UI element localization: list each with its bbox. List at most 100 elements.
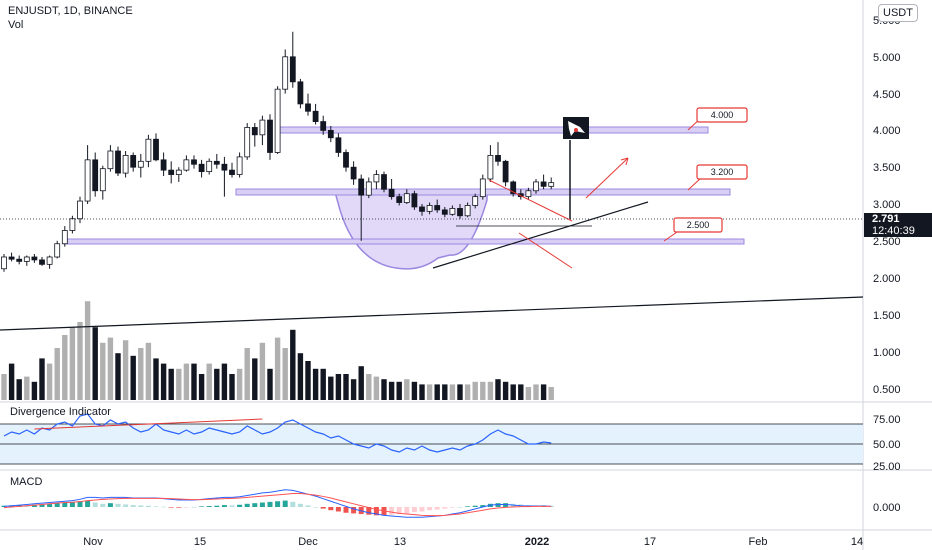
- macd-histogram-bar: [138, 505, 144, 507]
- macd-histogram-bar: [275, 501, 281, 507]
- volume-bar: [464, 384, 471, 400]
- macd-histogram-bar: [449, 507, 455, 508]
- price-axis[interactable]: 5.000 5.000 4.500 4.000 3.500 3.000 2.50…: [873, 15, 901, 396]
- price-tick: 4.500: [873, 89, 901, 101]
- macd-histogram-bar: [267, 501, 273, 507]
- volume-bar: [518, 384, 524, 400]
- price-tick: 2.000: [873, 273, 901, 285]
- volume-bar: [404, 379, 410, 400]
- ascending-trendline[interactable]: [432, 201, 649, 269]
- volume-bar: [77, 322, 83, 400]
- volume-bar: [388, 381, 395, 400]
- volume-bar: [168, 368, 174, 400]
- candle-body: [251, 127, 258, 136]
- oscillator-title[interactable]: Divergence Indicator: [10, 406, 111, 418]
- macd-histogram-bar: [290, 501, 296, 507]
- volume-bar: [115, 353, 121, 400]
- macd-histogram-bar: [100, 503, 106, 507]
- level-zone-2500[interactable]: [63, 238, 745, 245]
- volume-bar: [343, 374, 349, 400]
- currency-selector[interactable]: USDT: [878, 4, 918, 22]
- candle-body: [221, 163, 228, 171]
- wedge-upper-line[interactable]: [488, 179, 573, 222]
- candle-body: [510, 181, 517, 195]
- candle-body: [229, 169, 235, 175]
- oscillator-axis[interactable]: 75.00 50.00 25.00: [873, 414, 901, 473]
- cup-pattern-drawing[interactable]: [334, 191, 488, 270]
- macd-histogram-bar: [115, 503, 121, 507]
- candle-body: [289, 56, 296, 83]
- trend-drawings[interactable]: [0, 117, 864, 331]
- price-tick: 4.000: [873, 125, 901, 137]
- level-zone-4000[interactable]: [279, 126, 709, 134]
- candle-body: [548, 182, 555, 187]
- volume-bar: [160, 363, 167, 400]
- candle-body: [168, 169, 175, 175]
- callout-4000[interactable]: 4.000: [687, 107, 748, 131]
- candle-body: [206, 160, 213, 173]
- time-axis[interactable]: Nov 15 Dec 13 2022 17 Feb 14: [83, 536, 863, 548]
- volume-bar: [540, 384, 547, 400]
- volume-bar: [69, 327, 76, 400]
- volume-bar: [434, 384, 440, 400]
- candle-body: [525, 190, 532, 198]
- macd-histogram-bar: [252, 503, 258, 507]
- candle-body: [1, 256, 7, 270]
- candle-body: [160, 159, 167, 171]
- macd-title[interactable]: MACD: [10, 476, 43, 488]
- candle-body: [213, 160, 220, 165]
- macd-histogram-bar: [168, 507, 174, 508]
- candle-body: [267, 119, 273, 153]
- macd-histogram-bar: [305, 505, 311, 507]
- breakout-arrow[interactable]: [585, 157, 629, 199]
- candlestick-series: [1, 31, 555, 272]
- candle-body: [259, 119, 266, 136]
- macd-histogram-bar: [161, 506, 167, 508]
- volume-bar: [31, 381, 38, 400]
- macd-histogram-bar: [396, 507, 402, 515]
- macd-histogram-bar: [434, 507, 440, 510]
- price-tick: 1.000: [873, 347, 901, 359]
- macd-histogram-bar: [214, 505, 220, 507]
- volume-bar: [145, 342, 152, 400]
- candle-body: [426, 205, 433, 212]
- volume-bar: [350, 379, 357, 400]
- volume-legend[interactable]: Vol: [8, 19, 24, 31]
- candle-body: [92, 159, 99, 192]
- macd-histogram-bar: [366, 507, 372, 515]
- wedge-lower-line[interactable]: [518, 232, 573, 269]
- macd-histogram-bar: [85, 500, 91, 507]
- candle-body: [487, 155, 494, 180]
- price-tick: 2.500: [873, 236, 901, 248]
- volume-bar: [548, 387, 554, 400]
- candle-body: [373, 174, 380, 183]
- volume-bar: [290, 329, 296, 400]
- callout-4000-label: 4.000: [711, 110, 734, 120]
- macd-histogram-bar: [351, 507, 357, 514]
- volume-bar: [510, 384, 516, 400]
- symbol-title[interactable]: ENJUSDT, 1D, BINANCE: [8, 5, 133, 17]
- volume-bar: [320, 368, 326, 400]
- price-tick: 3.500: [873, 162, 901, 174]
- volume-bar: [259, 342, 266, 400]
- callout-3200[interactable]: 3.200: [687, 164, 748, 191]
- volume-bar: [54, 348, 60, 400]
- macd-histogram-bar: [77, 501, 83, 507]
- time-tick: 14: [851, 536, 863, 548]
- candle-body: [99, 168, 106, 192]
- volume-bar: [183, 363, 190, 400]
- volume-bar: [487, 381, 494, 400]
- candle-body: [464, 205, 471, 217]
- macd-histogram-bar: [427, 507, 433, 511]
- time-tick: 2022: [525, 536, 549, 548]
- macd-tick: 0.000: [873, 502, 901, 514]
- candle-body: [23, 256, 30, 262]
- macd-histogram-bar: [328, 507, 334, 511]
- divergence-line: [3, 413, 552, 453]
- macd-axis[interactable]: 0.000: [873, 502, 901, 514]
- volume-bar: [92, 327, 98, 400]
- callout-2500[interactable]: 2.500: [663, 217, 723, 242]
- long-trendline[interactable]: [0, 296, 864, 331]
- candle-body: [540, 181, 547, 187]
